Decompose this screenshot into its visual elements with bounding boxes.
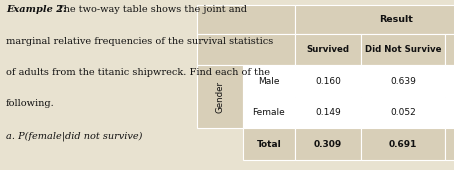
- Bar: [445, 65, 454, 97]
- Bar: [361, 128, 445, 160]
- Text: 0.149: 0.149: [315, 108, 341, 117]
- Text: Female: Female: [252, 108, 286, 117]
- Bar: [295, 65, 361, 97]
- Bar: [197, 65, 243, 128]
- Text: Result: Result: [379, 15, 413, 24]
- Text: 0.691: 0.691: [389, 140, 417, 149]
- Text: Total: Total: [257, 140, 281, 149]
- Text: a. P(female|did not survive): a. P(female|did not survive): [6, 131, 142, 141]
- Text: Did Not Survive: Did Not Survive: [365, 45, 441, 54]
- Bar: [445, 97, 454, 128]
- Bar: [295, 97, 361, 128]
- Bar: [197, 5, 295, 34]
- Text: 0.052: 0.052: [390, 108, 416, 117]
- Bar: [361, 34, 445, 65]
- Bar: [295, 128, 361, 160]
- Bar: [197, 34, 295, 65]
- Text: Survived: Survived: [306, 45, 350, 54]
- Bar: [243, 97, 295, 128]
- Text: marginal relative frequencies of the survival statistics: marginal relative frequencies of the sur…: [6, 37, 273, 46]
- Text: 0.309: 0.309: [314, 140, 342, 149]
- Bar: [361, 97, 445, 128]
- Text: The two-way table shows the joint and: The two-way table shows the joint and: [57, 5, 247, 14]
- Bar: [243, 128, 295, 160]
- Text: Gender: Gender: [216, 81, 225, 113]
- Text: Male: Male: [258, 77, 280, 86]
- Bar: [445, 34, 454, 65]
- Bar: [295, 5, 454, 34]
- Text: Example 2:: Example 2:: [6, 5, 67, 14]
- Text: 0.639: 0.639: [390, 77, 416, 86]
- Bar: [295, 34, 361, 65]
- Bar: [445, 128, 454, 160]
- Text: 0.160: 0.160: [315, 77, 341, 86]
- Text: following.: following.: [6, 99, 54, 108]
- Bar: [243, 65, 295, 97]
- Bar: [361, 65, 445, 97]
- Text: of adults from the titanic shipwreck. Find each of the: of adults from the titanic shipwreck. Fi…: [6, 68, 270, 77]
